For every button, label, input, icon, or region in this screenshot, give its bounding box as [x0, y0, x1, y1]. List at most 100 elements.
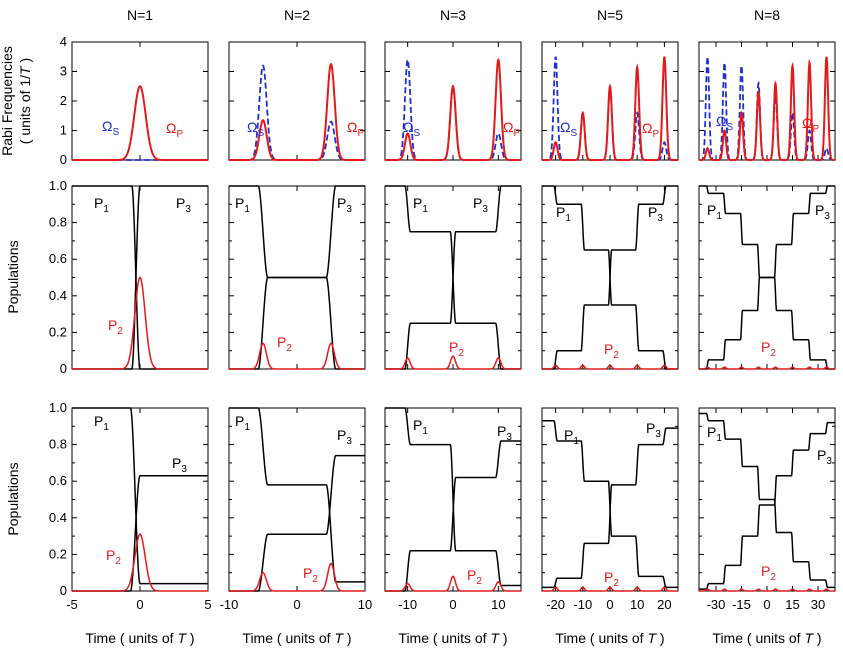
- p1-sub: 1: [422, 204, 428, 215]
- x-axis-label-unit: T: [804, 630, 814, 646]
- omega-p-main: Ω: [802, 115, 812, 131]
- y-tick-label: 0.4: [49, 510, 67, 525]
- p2-main: P: [303, 565, 312, 581]
- x-tick-label: -10: [220, 597, 239, 612]
- p1-main: P: [564, 427, 573, 443]
- omega-p-label: ΩP: [166, 120, 183, 140]
- y-tick-label: 2: [60, 93, 67, 108]
- plot-rabi: [698, 41, 836, 161]
- p3-sub: 3: [346, 436, 352, 447]
- p2-curve: [699, 366, 835, 370]
- populations-y-axis-label-top: Populations: [5, 240, 21, 313]
- p3-sub: 3: [181, 464, 187, 475]
- x-axis-label: Time ( units of T ): [85, 630, 194, 646]
- rabi-y-axis-label-suffix: ): [17, 58, 33, 67]
- p2-sub: 2: [770, 572, 776, 583]
- y-tick-label: 0.8: [49, 437, 67, 452]
- p3-sub: 3: [482, 204, 488, 215]
- p3-main: P: [815, 202, 824, 218]
- omega-s-sub: S: [257, 128, 264, 139]
- p1-main: P: [556, 204, 565, 220]
- p1-curve: [229, 407, 365, 583]
- x-axis-label-prefix: Time ( units of: [85, 630, 177, 646]
- p2-main: P: [449, 339, 458, 355]
- omega-p-sub: P: [812, 124, 819, 135]
- x-axis-label-suffix: ): [499, 630, 508, 646]
- x-axis-label-prefix: Time ( units of: [242, 630, 334, 646]
- p1-sub: 1: [103, 422, 109, 433]
- omega-s-main: Ω: [560, 119, 570, 135]
- plot-populations_b: -30 -15 0 15 30: [698, 407, 836, 612]
- p1-main: P: [413, 195, 422, 211]
- p1-main: P: [235, 413, 244, 429]
- column-title: N=3: [440, 7, 466, 23]
- p1-sub: 1: [716, 433, 722, 444]
- x-axis-label-unit: T: [490, 630, 500, 646]
- p2-curve: [229, 562, 365, 592]
- y-tick-label: 0: [60, 583, 67, 598]
- plot-rabi: [384, 41, 522, 161]
- omega-s-label: ΩS: [560, 119, 577, 139]
- plot-populations_b: -10 0 10: [384, 407, 522, 612]
- p3-curve: [699, 421, 835, 590]
- p1-main: P: [94, 413, 103, 429]
- x-axis-label-suffix: ): [186, 630, 195, 646]
- p1-curve: [385, 407, 521, 587]
- p1-label-b: P1: [707, 424, 722, 444]
- p3-main: P: [497, 423, 506, 439]
- p2-main: P: [277, 334, 286, 350]
- x-axis-label: Time ( units of T ): [242, 630, 351, 646]
- p3-label-a: P3: [473, 195, 488, 215]
- panel-column-1: N=1 0 1 2 3 4 0 0.2 0.4 0.6 0.8 1.0 0 0.2 0.4 0.6 0.8 1.0…: [49, 7, 212, 646]
- omega-p-main: Ω: [503, 119, 513, 135]
- y-tick-label: 1.0: [49, 400, 67, 415]
- p3-sub: 3: [346, 204, 352, 215]
- p2-main: P: [467, 567, 476, 583]
- p3-curve: [699, 185, 835, 370]
- omega-p-curve: [542, 56, 678, 161]
- omega-p-main: Ω: [347, 119, 357, 135]
- p1-label-a: P1: [94, 195, 109, 215]
- p2-sub: 2: [286, 343, 292, 354]
- p2-sub: 2: [613, 578, 619, 589]
- p3-label-b: P3: [497, 423, 512, 443]
- y-tick-label: 0.2: [49, 324, 67, 339]
- p3-label-b: P3: [337, 427, 352, 447]
- p3-curve: [385, 185, 521, 370]
- p2-label-a: P2: [604, 341, 619, 361]
- p2-label-a: P2: [449, 339, 464, 359]
- omega-s-main: Ω: [403, 119, 413, 135]
- x-tick-label: 10: [491, 597, 505, 612]
- y-tick-label: 0: [60, 361, 67, 376]
- p3-label-b: P3: [817, 447, 832, 467]
- p1-sub: 1: [565, 213, 571, 224]
- x-axis-label-prefix: Time ( units of: [555, 630, 647, 646]
- rabi-y-axis-label-prefix: ( units of 1/: [17, 75, 33, 144]
- rabi-y-axis-label-line1: Rabi Frequencies: [0, 46, 15, 156]
- p3-sub: 3: [826, 456, 832, 467]
- rabi-y-axis-label-unit: T: [17, 65, 33, 75]
- x-tick-label: -30: [707, 597, 726, 612]
- plot-populations_b: -20 -10 0 10 20: [541, 407, 679, 612]
- p3-main: P: [337, 427, 346, 443]
- p3-main: P: [176, 195, 185, 211]
- plot-populations_a: 0 0.2 0.4 0.6 0.8 1.0: [49, 178, 209, 376]
- p2-label-a: P2: [277, 334, 292, 354]
- p3-main: P: [337, 195, 346, 211]
- omega-p-curve: [385, 58, 521, 161]
- column-title: N=1: [127, 7, 153, 23]
- omega-s-label: ΩS: [403, 119, 420, 139]
- x-axis-label-unit: T: [647, 630, 657, 646]
- p1-sub: 1: [422, 426, 428, 437]
- p1-main: P: [94, 195, 103, 211]
- x-axis-label-suffix: ): [343, 630, 352, 646]
- p1-main: P: [413, 417, 422, 433]
- p2-sub: 2: [613, 350, 619, 361]
- p3-main: P: [817, 447, 826, 463]
- p2-main: P: [108, 317, 117, 333]
- omega-p-sub: P: [357, 128, 364, 139]
- x-axis-label-suffix: ): [813, 630, 822, 646]
- omega-p-label: ΩP: [347, 119, 364, 139]
- p2-sub: 2: [770, 348, 776, 359]
